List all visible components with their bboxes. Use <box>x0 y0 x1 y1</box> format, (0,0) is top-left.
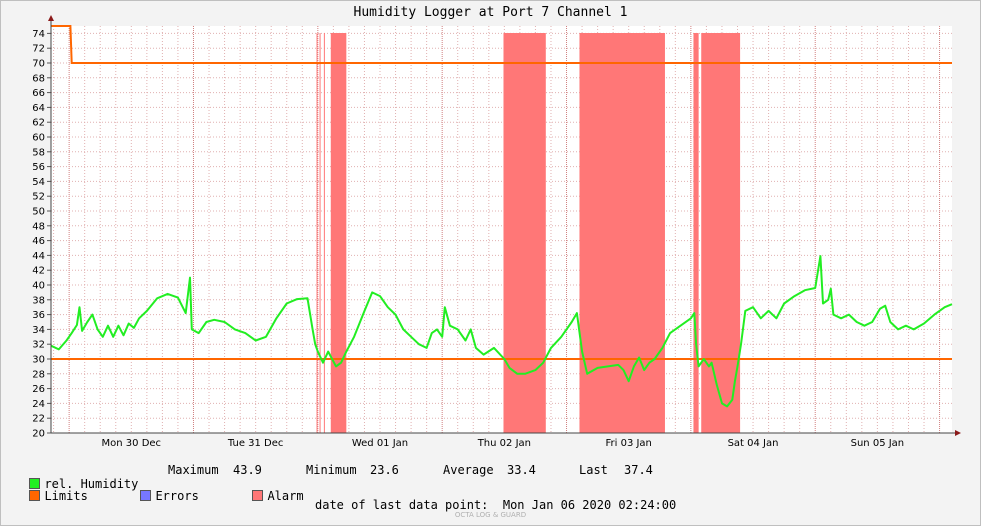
alarm-bands <box>316 33 741 433</box>
y-tick-label: 66 <box>32 88 45 99</box>
legend-alarm: Alarm <box>238 475 304 503</box>
y-tick-label: 70 <box>32 59 45 70</box>
watermark: OCTA LOG & GUARD <box>454 511 527 519</box>
x-tick-label: Sat 04 Jan <box>728 438 779 449</box>
y-tick-label: 42 <box>32 266 45 277</box>
alarm-band <box>323 33 325 433</box>
y-tick-label: 34 <box>32 325 45 336</box>
alarm-band <box>701 33 741 433</box>
y-tick-label: 24 <box>32 399 45 410</box>
y-tick-label: 64 <box>32 103 45 114</box>
y-tick-label: 26 <box>32 384 45 395</box>
y-tick-label: 62 <box>32 118 45 129</box>
y-axis-arrow-icon <box>48 15 54 21</box>
stat-last-label: Last <box>579 463 608 477</box>
legend-limits-label: Limits <box>44 489 88 503</box>
alarm-swatch-icon <box>252 490 264 501</box>
limits-swatch-icon <box>29 490 41 501</box>
errors-swatch-icon <box>140 490 152 501</box>
last-data-point: date of last data point: Mon Jan 06 2020… <box>315 498 677 512</box>
humidity-series <box>50 255 953 408</box>
upper-limit-line <box>51 25 952 64</box>
y-tick-label: 30 <box>32 355 45 366</box>
y-tick-label: 44 <box>32 251 45 262</box>
y-tick-label: 54 <box>32 177 45 188</box>
stat-maximum-label: Maximum <box>168 463 219 477</box>
alarm-band <box>503 33 505 433</box>
x-tick-labels: Mon 30 Dec Tue 31 Dec Wed 01 Jan Thu 02 Jan… <box>102 438 905 449</box>
stat-last-value: 37.4 <box>624 463 653 477</box>
y-tick-label: 56 <box>32 162 45 173</box>
y-tick-label: 20 <box>32 429 45 440</box>
alarm-band <box>579 33 665 433</box>
alarm-band <box>330 33 347 433</box>
stat-minimum-value: 23.6 <box>370 463 399 477</box>
y-tick-label: 72 <box>32 44 45 55</box>
legend-alarm-label: Alarm <box>267 489 304 503</box>
y-tick-label: 40 <box>32 281 45 292</box>
legend-humidity-label: rel. Humidity <box>44 477 139 491</box>
humidity-line <box>50 255 953 408</box>
x-tick-label: Fri 03 Jan <box>605 438 651 449</box>
humidity-swatch-icon <box>29 478 41 489</box>
y-tick-label: 52 <box>32 192 45 203</box>
y-tick-label: 28 <box>32 369 45 380</box>
y-tick-label: 38 <box>32 295 45 306</box>
y-tick-label: 36 <box>32 310 45 321</box>
x-tick-label: Mon 30 Dec <box>102 438 162 449</box>
x-tick-label: Sun 05 Jan <box>851 438 905 449</box>
legend-limits: Limits <box>15 475 88 503</box>
stat-minimum-label: Minimum <box>306 463 357 477</box>
x-tick-label: Thu 02 Jan <box>477 438 531 449</box>
y-tick-label: 58 <box>32 147 45 158</box>
legend-errors-label: Errors <box>155 489 199 503</box>
y-tick-label: 68 <box>32 73 45 84</box>
y-tick-label: 22 <box>32 414 45 425</box>
legend-humidity: rel. Humidity <box>15 463 138 491</box>
y-tick-label: 32 <box>32 340 45 351</box>
alarm-band <box>693 33 699 433</box>
chart-title: Humidity Logger at Port 7 Channel 1 <box>353 5 628 20</box>
y-tick-label: 74 <box>32 29 45 40</box>
stat-average-label: Average <box>443 463 494 477</box>
y-tick-label: 46 <box>32 236 45 247</box>
legend-errors: Errors <box>126 475 199 503</box>
x-tick-label: Wed 01 Jan <box>352 438 408 449</box>
x-axis-arrow-icon <box>955 430 961 436</box>
y-tick-label: 60 <box>32 133 45 144</box>
y-tick-label: 48 <box>32 221 45 232</box>
stat-average-value: 33.4 <box>507 463 536 477</box>
y-tick-labels: 20 22 24 26 28 30 32 34 36 38 40 42 44 46 48 50 52 54 56 58… <box>32 29 45 440</box>
plot-background <box>51 26 952 433</box>
y-tick-label: 50 <box>32 207 45 218</box>
alarm-band <box>319 33 321 433</box>
axes <box>47 15 961 436</box>
x-tick-label: Tue 31 Dec <box>227 438 284 449</box>
stat-maximum-value: 43.9 <box>233 463 262 477</box>
alarm-band <box>316 33 318 433</box>
limit-lines <box>51 25 952 360</box>
